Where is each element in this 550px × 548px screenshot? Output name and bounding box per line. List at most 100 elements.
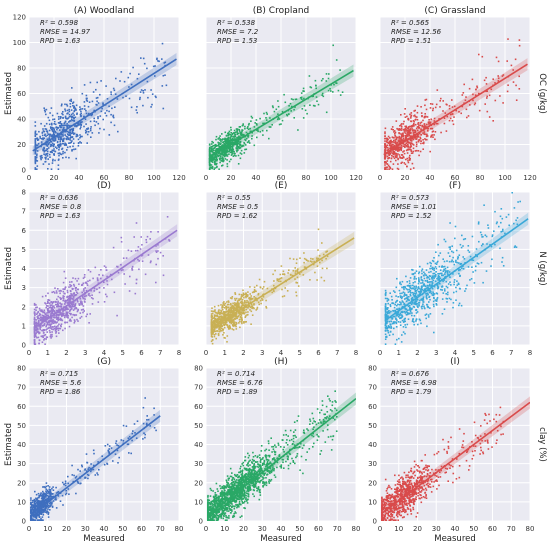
data-point — [246, 141, 249, 144]
data-point — [73, 314, 76, 316]
data-point — [69, 120, 72, 122]
data-point — [73, 306, 76, 308]
data-point — [400, 114, 402, 116]
data-point — [389, 137, 391, 139]
data-point — [36, 327, 39, 330]
data-point — [50, 168, 53, 170]
data-point — [326, 267, 328, 270]
data-point — [410, 284, 412, 287]
data-point — [242, 321, 245, 323]
data-point — [51, 326, 54, 328]
data-point — [76, 122, 79, 125]
data-point — [80, 142, 82, 144]
data-point — [83, 84, 86, 86]
data-point — [45, 156, 47, 159]
data-point — [210, 320, 213, 322]
data-point — [37, 331, 40, 334]
data-point — [467, 245, 470, 247]
data-point — [210, 157, 213, 160]
data-point — [60, 314, 63, 316]
data-point — [231, 328, 234, 330]
data-point — [246, 295, 249, 298]
data-point — [103, 265, 106, 267]
data-point — [320, 79, 323, 82]
data-point — [403, 303, 405, 306]
data-point — [227, 147, 229, 149]
data-point — [402, 287, 405, 289]
data-point — [232, 315, 234, 318]
data-point — [384, 157, 386, 160]
data-point — [400, 138, 403, 141]
data-point — [435, 271, 437, 273]
data-point — [446, 266, 449, 269]
data-point — [309, 279, 311, 281]
data-point — [393, 131, 395, 133]
data-point — [421, 272, 423, 275]
data-point — [440, 288, 442, 291]
data-point — [412, 167, 415, 169]
data-point — [311, 95, 314, 98]
data-point — [35, 156, 38, 159]
data-point — [435, 122, 437, 125]
data-point — [211, 158, 213, 161]
data-point — [235, 302, 238, 305]
data-point — [105, 266, 107, 269]
data-point — [79, 312, 82, 314]
data-point — [226, 144, 228, 147]
data-point — [62, 124, 65, 127]
data-point — [48, 326, 50, 329]
data-point — [66, 122, 68, 125]
data-point — [129, 72, 131, 75]
data-point — [225, 150, 227, 152]
data-point — [304, 266, 307, 269]
data-point — [428, 278, 431, 280]
data-point — [215, 337, 217, 340]
data-point — [332, 91, 334, 93]
data-point — [66, 316, 68, 319]
data-point — [89, 295, 91, 297]
data-point — [228, 320, 231, 323]
data-point — [249, 309, 251, 311]
data-point — [403, 319, 405, 321]
data-point — [45, 324, 48, 327]
data-point — [313, 260, 315, 263]
data-point — [410, 112, 413, 114]
data-point — [415, 278, 417, 280]
data-point — [275, 108, 278, 111]
data-point — [34, 141, 37, 143]
plot-area — [210, 228, 355, 345]
data-point — [420, 298, 422, 301]
x-tick-label: 0 — [204, 174, 208, 182]
data-point — [419, 137, 422, 140]
data-point — [39, 314, 42, 316]
data-point — [431, 134, 434, 136]
data-point — [68, 110, 71, 113]
data-point — [315, 87, 317, 90]
data-point — [210, 324, 213, 326]
data-point — [57, 288, 59, 290]
data-point — [473, 103, 476, 106]
data-point — [418, 271, 421, 273]
data-point — [99, 127, 101, 130]
data-point — [48, 138, 50, 140]
data-point — [163, 62, 166, 64]
data-point — [36, 316, 39, 318]
data-point — [401, 319, 404, 322]
data-point — [416, 129, 419, 132]
data-point — [64, 292, 66, 295]
data-point — [223, 138, 226, 141]
data-point — [230, 154, 233, 156]
data-point — [223, 153, 226, 156]
data-point — [139, 98, 141, 101]
data-point — [455, 286, 457, 289]
data-point — [477, 263, 480, 265]
data-point — [452, 251, 455, 254]
data-point — [42, 336, 44, 338]
data-point — [70, 113, 73, 116]
data-point — [56, 303, 59, 306]
data-point — [289, 102, 292, 105]
data-point — [249, 299, 251, 301]
data-point — [55, 309, 58, 312]
data-point — [226, 159, 228, 161]
data-point — [257, 293, 260, 296]
